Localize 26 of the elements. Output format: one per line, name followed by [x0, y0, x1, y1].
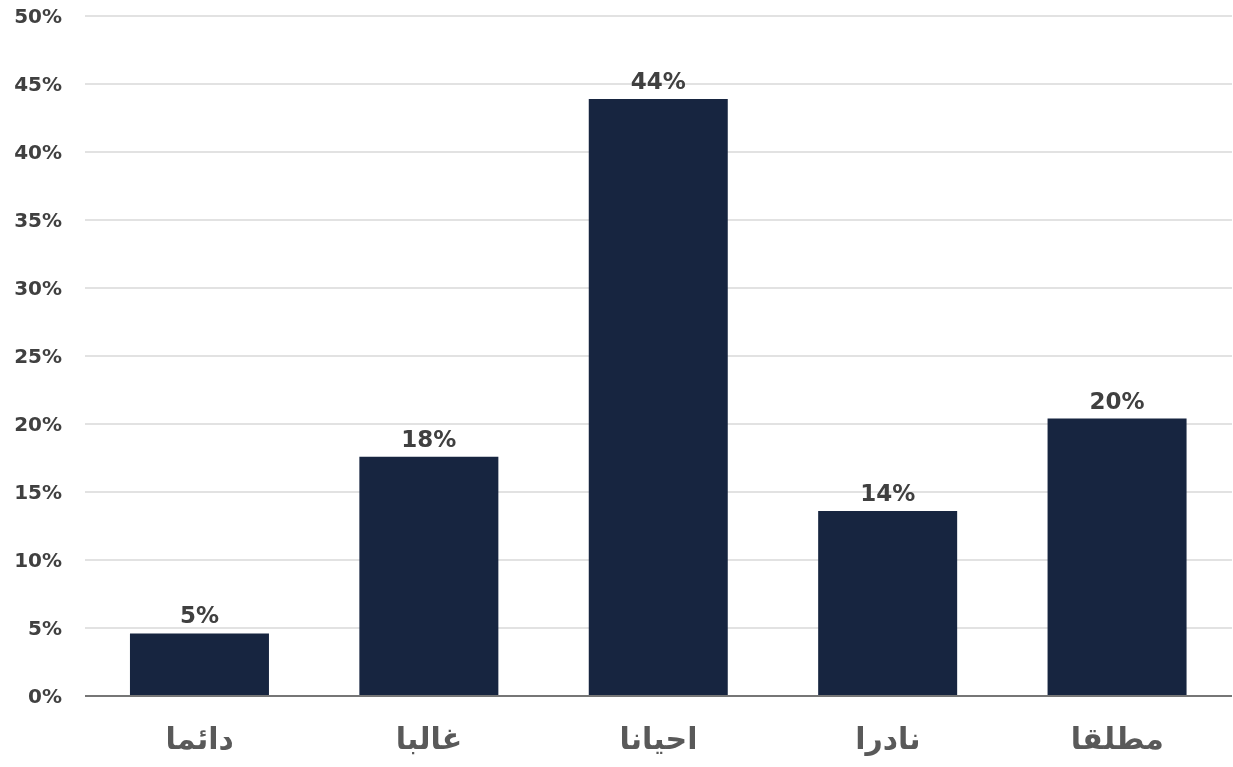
x-tick-label: مطلقا — [1070, 721, 1164, 757]
data-label: 20% — [1089, 387, 1145, 414]
x-tick-label: نادرا — [855, 721, 921, 757]
y-tick-label: 15% — [14, 480, 62, 505]
bar — [359, 456, 499, 696]
data-label: 18% — [401, 425, 457, 452]
bar — [818, 511, 958, 696]
y-tick-label: 10% — [14, 548, 62, 573]
x-tick-label: غالبا — [395, 721, 463, 757]
y-tick-label: 40% — [14, 140, 62, 165]
y-tick-label: 20% — [14, 412, 62, 437]
y-tick-label: 5% — [28, 616, 62, 641]
y-tick-label: 30% — [14, 276, 62, 301]
data-label: 5% — [179, 602, 219, 629]
y-tick-label: 50% — [14, 4, 62, 29]
x-tick-label: احيانا — [619, 721, 698, 757]
x-tick-label: دائما — [165, 721, 234, 757]
bar — [588, 98, 728, 696]
y-tick-label: 35% — [14, 208, 62, 233]
y-tick-label: 0% — [28, 684, 62, 709]
y-tick-label: 45% — [14, 72, 62, 97]
data-label: 14% — [860, 480, 916, 507]
bar — [129, 633, 269, 696]
bar — [1047, 418, 1187, 696]
data-label: 44% — [630, 67, 686, 94]
y-tick-label: 25% — [14, 344, 62, 369]
